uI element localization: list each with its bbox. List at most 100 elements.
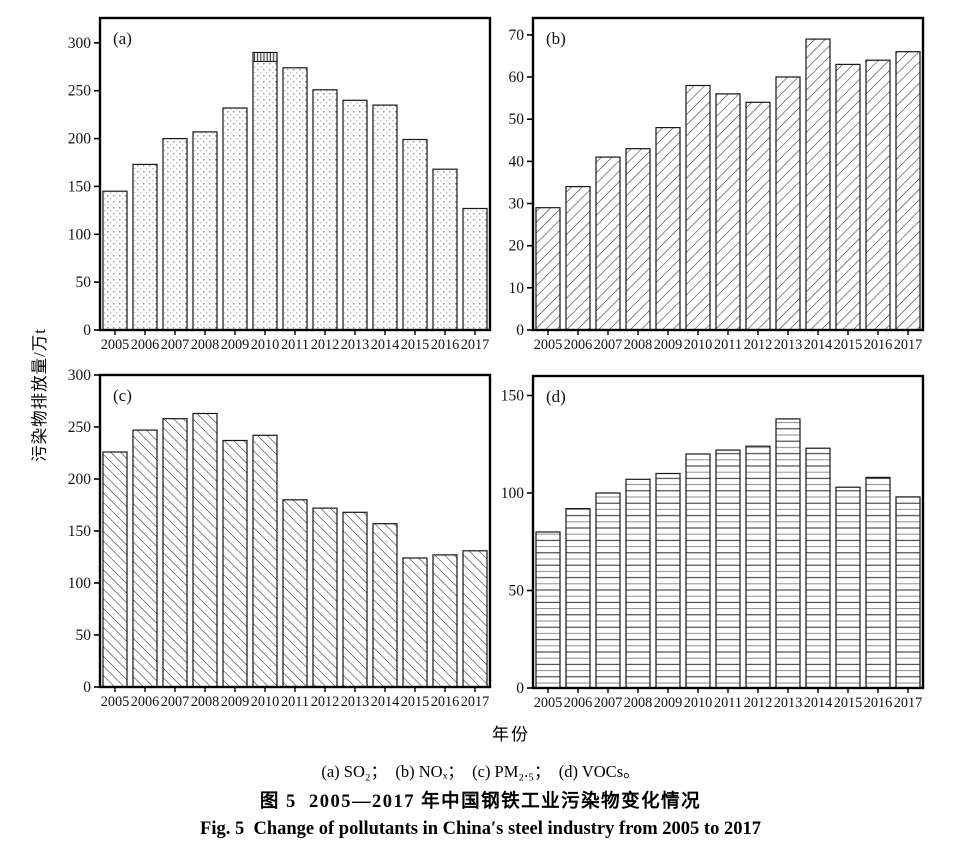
y-tick-label: 300 xyxy=(68,367,92,384)
bar-PM2.5-2006 xyxy=(132,429,158,688)
y-tick-label: 100 xyxy=(68,226,92,243)
y-tick-label: 50 xyxy=(509,111,525,128)
bar-VOCs-2007 xyxy=(595,492,621,689)
bar-SO2-2015 xyxy=(402,138,428,331)
x-tick-label: 2010 xyxy=(251,694,280,710)
x-tick-label: 2016 xyxy=(864,337,893,353)
x-tick-label: 2012 xyxy=(311,694,340,710)
x-tick-label: 2005 xyxy=(101,694,130,710)
y-axis-label: 污染物排放量/万t xyxy=(30,328,49,462)
y-tick-label: 300 xyxy=(68,35,92,52)
x-tick-label: 2012 xyxy=(311,337,340,353)
y-tick-label: 30 xyxy=(509,196,525,213)
panel-a-so2-chart: 0 50 100 150 200 250 300 2005 2006 2007 2008 2009 20… xyxy=(52,8,496,369)
bar-VOCs-2015 xyxy=(835,486,861,689)
bar-SO2-2014 xyxy=(372,104,398,331)
x-tick-label: 2013 xyxy=(774,337,803,353)
bar-VOCs-2010 xyxy=(685,453,711,689)
x-tick-label: 2008 xyxy=(191,694,220,710)
y-tick-label: 0 xyxy=(516,322,524,339)
bar-SO2-2012 xyxy=(312,89,338,331)
bar-PM2.5-2015 xyxy=(402,557,428,688)
bar-NOx-2014 xyxy=(805,38,831,331)
y-tick-label: 10 xyxy=(509,280,525,297)
x-tick-label: 2014 xyxy=(804,337,833,353)
x-tick-label: 2016 xyxy=(864,695,893,711)
x-tick-label: 2006 xyxy=(564,337,593,353)
y-tick-label: 50 xyxy=(509,583,525,600)
bar-SO2-2006 xyxy=(132,163,158,331)
bar-SO2-2010 xyxy=(252,51,278,331)
x-tick-label: 2006 xyxy=(131,694,160,710)
x-tick-label: 2006 xyxy=(131,337,160,353)
bar-NOx-2006 xyxy=(565,186,591,331)
y-tick-label: 150 xyxy=(68,523,92,540)
x-tick-label: 2010 xyxy=(684,337,713,353)
y-tick-label: 70 xyxy=(509,27,525,44)
x-tick-label: 2013 xyxy=(341,694,370,710)
y-tick-label: 20 xyxy=(509,238,525,255)
bar-VOCs-2016 xyxy=(865,476,891,689)
bar-PM2.5-2014 xyxy=(372,523,398,688)
bar-SO2-2005 xyxy=(102,190,128,331)
panel-letter-label: (d) xyxy=(546,387,566,406)
bar-SO2-2009 xyxy=(222,107,248,331)
x-tick-label: 2005 xyxy=(101,337,130,353)
bar-NOx-2005 xyxy=(535,207,561,331)
x-tick-label: 2015 xyxy=(401,694,430,710)
bar-PM2.5-2007 xyxy=(162,418,188,688)
bar-PM2.5-2013 xyxy=(342,511,368,688)
y-tick-label: 200 xyxy=(68,471,92,488)
bar-PM2.5-2008 xyxy=(192,412,218,688)
y-tick-label: 50 xyxy=(76,627,92,644)
bar-SO2-2007 xyxy=(162,138,188,331)
x-tick-label: 2011 xyxy=(281,337,309,353)
bar-VOCs-2006 xyxy=(565,508,591,689)
panel-c-pm25-chart: 0 50 100 150 200 250 300 2005 2006 2007 2008 2009 20… xyxy=(52,365,496,726)
y-tick-label: 0 xyxy=(83,679,91,696)
y-tick-label: 200 xyxy=(68,131,92,148)
bar-VOCs-2017 xyxy=(895,496,921,689)
x-tick-label: 2014 xyxy=(371,337,400,353)
x-tick-label: 2007 xyxy=(594,695,623,711)
bar-VOCs-2009 xyxy=(655,472,681,689)
x-tick-label: 2008 xyxy=(624,337,653,353)
y-tick-label: 100 xyxy=(68,575,92,592)
x-tick-label: 2011 xyxy=(714,337,742,353)
y-tick-label: 0 xyxy=(83,322,91,339)
panel-letter-label: (c) xyxy=(113,386,132,405)
bar-NOx-2009 xyxy=(655,126,681,331)
y-tick-label: 40 xyxy=(509,153,525,170)
x-tick-label: 2016 xyxy=(431,694,460,710)
x-tick-label: 2005 xyxy=(534,695,563,711)
y-tick-label: 150 xyxy=(68,178,92,195)
bar-NOx-2012 xyxy=(745,101,771,331)
bar-SO2-2013 xyxy=(342,99,368,331)
x-tick-label: 2015 xyxy=(834,695,863,711)
bar-PM2.5-2005 xyxy=(102,451,128,688)
bar-SO2-2017 xyxy=(462,207,488,331)
bar-SO2-2011 xyxy=(282,67,308,331)
x-tick-label: 2017 xyxy=(461,694,490,710)
bar-NOx-2008 xyxy=(625,148,651,331)
x-tick-label: 2009 xyxy=(221,694,250,710)
bar-VOCs-2012 xyxy=(745,445,771,689)
x-tick-label: 2009 xyxy=(221,337,250,353)
bar-VOCs-2008 xyxy=(625,478,651,689)
x-tick-label: 2012 xyxy=(744,695,773,711)
x-tick-label: 2007 xyxy=(594,337,623,353)
panel-legend-caption: (a) SO₂； (b) NOₓ； (c) PM₂.₅； (d) VOCs。 xyxy=(321,762,640,781)
bar-NOx-2016 xyxy=(865,59,891,331)
x-tick-label: 2009 xyxy=(654,337,683,353)
x-tick-label: 2008 xyxy=(624,695,653,711)
bar-PM2.5-2010 xyxy=(252,434,278,688)
y-tick-label: 150 xyxy=(501,388,525,405)
x-tick-label: 2016 xyxy=(431,337,460,353)
x-tick-label: 2009 xyxy=(654,695,683,711)
x-axis-label: 年份 xyxy=(492,725,530,744)
bar-PM2.5-2017 xyxy=(462,550,488,688)
x-tick-label: 2008 xyxy=(191,337,220,353)
